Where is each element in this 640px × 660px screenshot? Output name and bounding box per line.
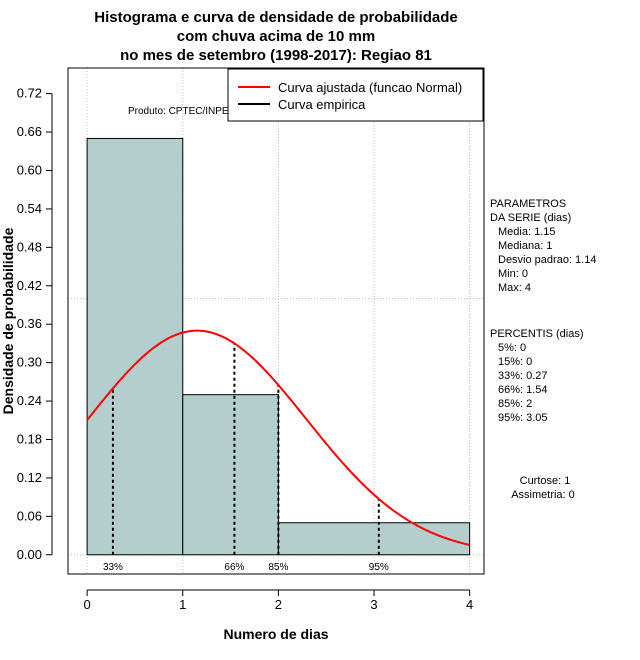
source-note: Produto: CPTEC/INPE	[128, 106, 229, 117]
percentil-item: 95%: 3.05	[498, 412, 548, 424]
y-tick-label: 0.42	[17, 278, 42, 293]
histogram-bar	[277, 522, 471, 556]
percentil-item: 5%: 0	[498, 342, 526, 354]
plot-frame	[67, 67, 485, 575]
y-tick-label: 0.12	[17, 470, 42, 485]
y-tick-label: 0.24	[17, 393, 42, 408]
normal-curve-line	[86, 329, 470, 546]
y-axis-label: Densidade de probabilidade	[0, 227, 16, 414]
y-tick-label: 0.36	[17, 316, 42, 331]
param-item: Desvio padrao: 1.14	[498, 254, 596, 266]
y-tick-label: 0.06	[17, 508, 42, 523]
legend-label: Curva ajustada (funcao Normal)	[278, 80, 462, 95]
percentil-item: 33%: 0.27	[498, 370, 548, 382]
param-item: Min: 0	[498, 268, 528, 280]
x-tick-label: 0	[84, 597, 91, 612]
percentil-item: 66%: 1.54	[498, 384, 548, 396]
y-tick-label: 0.30	[17, 355, 42, 370]
stats-panel: PARAMETROS DA SERIE (dias) Media: 1.15 Medi…	[490, 198, 596, 501]
x-tick-label: 1	[179, 597, 186, 612]
y-tick-label: 0.72	[17, 86, 42, 101]
x-tick-label: 2	[275, 597, 282, 612]
histogram-bar	[182, 394, 279, 556]
params-title: PARAMETROS	[490, 198, 566, 210]
y-tick-label: 0.00	[17, 547, 42, 562]
x-tick-label: 3	[370, 597, 377, 612]
percentile-label: 66%	[224, 562, 244, 573]
params-title: DA SERIE (dias)	[490, 212, 571, 224]
normal-curve	[86, 329, 470, 546]
percentil-item: 15%: 0	[498, 356, 532, 368]
legend-label: Curva empirica	[278, 97, 366, 112]
curtose-text: Curtose: 1	[520, 475, 571, 487]
percentis-title: PERCENTIS (dias)	[490, 328, 584, 340]
param-item: Max: 4	[498, 282, 531, 294]
legend: Curva ajustada (funcao Normal) Curva empi…	[227, 68, 484, 122]
percentile-label: 85%	[268, 562, 288, 573]
axes: 0 1 2 3 4 0.00 0.06 0.12 0.18 0.24 0.30 0.36 0.42 0.4…	[0, 86, 473, 642]
assimetria-text: Assimetria: 0	[511, 489, 575, 501]
y-tick-label: 0.54	[17, 201, 42, 216]
percentile-label: 33%	[103, 562, 123, 573]
title-line: Histograma e curva de densidade de proba…	[94, 9, 457, 26]
y-tick-label: 0.18	[17, 431, 42, 446]
title-line: com chuva acima de 10 mm	[177, 28, 375, 45]
percentile-label: 95%	[369, 562, 389, 573]
title-line: no mes de setembro (1998-2017): Regiao 8…	[120, 47, 432, 64]
y-tick-label: 0.66	[17, 124, 42, 139]
percentil-item: 85%: 2	[498, 398, 532, 410]
y-tick-label: 0.60	[17, 162, 42, 177]
x-axis-label: Numero de dias	[223, 626, 328, 642]
y-tick-label: 0.48	[17, 239, 42, 254]
percentile-lines: 33% 66% 85% 95%	[103, 343, 389, 573]
legend-box	[227, 68, 484, 122]
param-item: Media: 1.15	[498, 226, 555, 238]
chart-title: Histograma e curva de densidade de proba…	[94, 9, 457, 64]
histogram-bar	[86, 137, 184, 556]
param-item: Mediana: 1	[498, 240, 552, 252]
x-tick-label: 4	[466, 597, 473, 612]
